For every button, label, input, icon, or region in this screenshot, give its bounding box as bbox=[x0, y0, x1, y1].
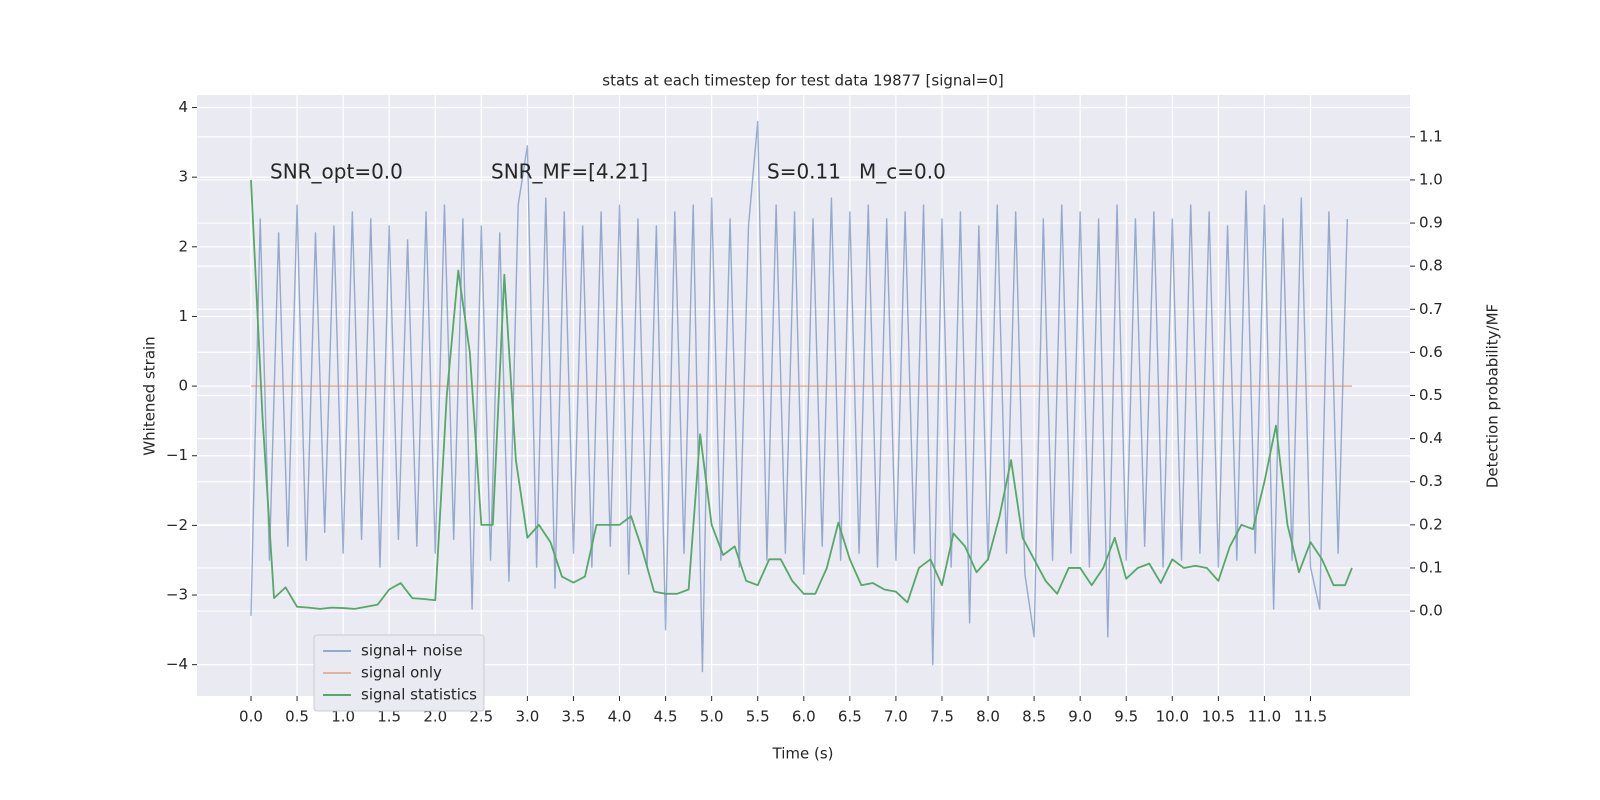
series-line bbox=[250, 179, 1353, 610]
y2-tick-label: 1.0 bbox=[1419, 170, 1443, 188]
x-tick-label: 0.0 bbox=[239, 708, 263, 726]
x-tick-label: 3.5 bbox=[562, 708, 586, 726]
x-tick-label: 0.5 bbox=[285, 708, 309, 726]
y2-tick-label: 0.4 bbox=[1419, 429, 1443, 447]
x-tick-label: 8.5 bbox=[1022, 708, 1046, 726]
x-tick-label: 2.5 bbox=[469, 708, 493, 726]
y-tick-label: 0 bbox=[178, 377, 188, 395]
legend-label: signal statistics bbox=[361, 686, 477, 704]
x-tick-label: 4.0 bbox=[608, 708, 632, 726]
y-tick-label: 2 bbox=[178, 237, 188, 255]
legend-label: signal+ noise bbox=[361, 642, 463, 660]
y2-tick-label: 0.6 bbox=[1419, 343, 1443, 361]
legend-label: signal only bbox=[361, 664, 442, 682]
y2-tick-label: 0.5 bbox=[1419, 386, 1443, 404]
annotation: M_c=0.0 bbox=[859, 160, 946, 184]
y-tick-label: 4 bbox=[178, 98, 188, 116]
y-tick-label: −2 bbox=[166, 516, 188, 534]
y2-tick-label: 0.8 bbox=[1419, 257, 1443, 275]
y2-axis-label: Detection probability/MF bbox=[1484, 304, 1502, 488]
legend: signal+ noise signal only signal statistic… bbox=[313, 634, 485, 712]
x-tick-label: 9.0 bbox=[1068, 708, 1092, 726]
x-tick-label: 8.0 bbox=[976, 708, 1000, 726]
y2-tick-label: 0.7 bbox=[1419, 300, 1443, 318]
x-tick-label: 7.0 bbox=[884, 708, 908, 726]
x-tick-label: 6.5 bbox=[838, 708, 862, 726]
annotation: SNR_MF=[4.21] bbox=[491, 160, 648, 184]
y2-tick-label: 1.1 bbox=[1419, 127, 1443, 145]
x-tick-label: 4.5 bbox=[654, 708, 678, 726]
y-tick-label: 1 bbox=[178, 307, 188, 325]
x-tick-label: 10.0 bbox=[1156, 708, 1189, 726]
x-tick-label: 11.0 bbox=[1248, 708, 1281, 726]
x-tick-label: 5.5 bbox=[746, 708, 770, 726]
y2-tick-label: 0.2 bbox=[1419, 515, 1443, 533]
y-axis-label: Whitened strain bbox=[141, 336, 159, 455]
y2-tick-label: 0.3 bbox=[1419, 472, 1443, 490]
x-tick-label: 2.0 bbox=[423, 708, 447, 726]
y2-tick-label: 0.9 bbox=[1419, 214, 1443, 232]
x-tick-label: 11.5 bbox=[1294, 708, 1327, 726]
y2-tick-label: 0.0 bbox=[1419, 602, 1443, 620]
y-tick-label: −4 bbox=[166, 655, 188, 673]
y-tick-label: −1 bbox=[166, 446, 188, 464]
annotation: S=0.11 bbox=[767, 160, 841, 184]
x-tick-label: 1.5 bbox=[377, 708, 401, 726]
x-tick-label: 10.5 bbox=[1202, 708, 1235, 726]
x-tick-label: 7.5 bbox=[930, 708, 954, 726]
x-axis-label: Time (s) bbox=[772, 745, 834, 763]
y2-tick-label: 0.1 bbox=[1419, 558, 1443, 576]
series-line bbox=[250, 120, 1349, 673]
y-tick-label: 3 bbox=[178, 168, 188, 186]
x-tick-label: 3.0 bbox=[515, 708, 539, 726]
y-tick-label: −3 bbox=[166, 586, 188, 604]
chart-title: stats at each timestep for test data 198… bbox=[602, 72, 1003, 90]
x-tick-label: 6.0 bbox=[792, 708, 816, 726]
x-tick-label: 1.0 bbox=[331, 708, 355, 726]
x-tick-label: 5.0 bbox=[700, 708, 724, 726]
legend-box bbox=[313, 634, 485, 712]
annotation: SNR_opt=0.0 bbox=[270, 160, 403, 184]
x-tick-label: 9.5 bbox=[1114, 708, 1138, 726]
